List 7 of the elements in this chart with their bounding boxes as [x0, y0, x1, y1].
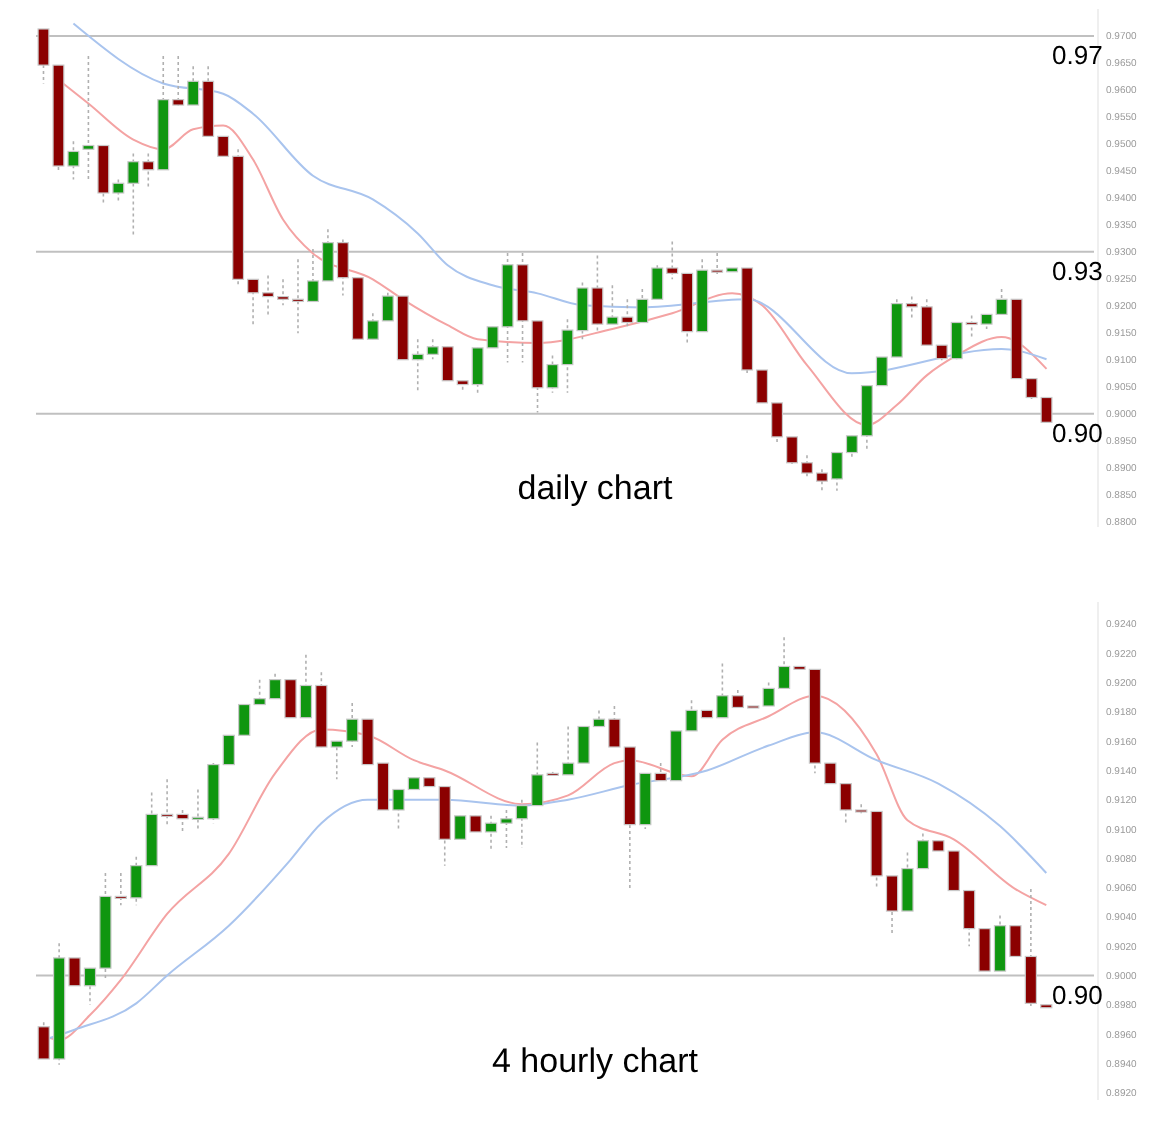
text: daily chart [517, 469, 674, 507]
line-series [72, 22, 1048, 375]
ref-line-label: 0.90 [1052, 417, 1103, 448]
ref-line-label: 0.93 [1052, 255, 1103, 286]
text: 4 hourly chart [492, 1042, 699, 1080]
ref-line-label: 0.90 [1052, 979, 1103, 1010]
ref-line-label: 0.97 [1052, 39, 1103, 70]
